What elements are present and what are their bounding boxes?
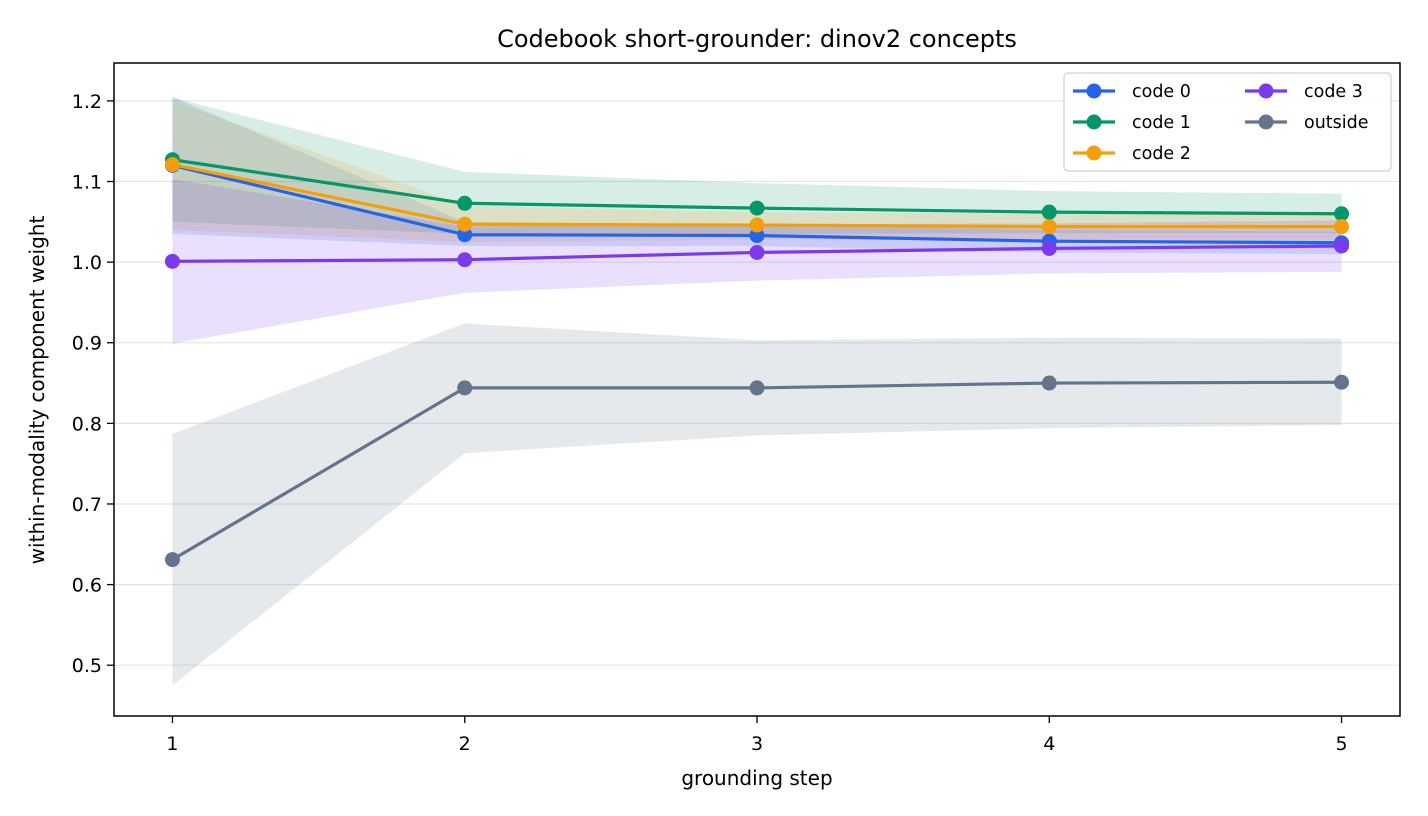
point-code-2 — [749, 217, 765, 233]
y-axis-ticks: 0.5 0.6 0.7 0.8 0.9 1.0 1.1 1.2 — [72, 91, 114, 677]
legend-swatch-marker — [1258, 83, 1274, 99]
y-tick-label: 0.5 — [72, 655, 102, 677]
legend-item-outside: outside — [1245, 113, 1369, 133]
point-outside — [457, 380, 473, 396]
legend-label: code 0 — [1132, 82, 1191, 102]
point-outside — [164, 552, 180, 568]
series-markers — [164, 152, 1350, 568]
point-code-0 — [749, 228, 765, 244]
y-axis-title: within-modality component weight — [25, 216, 49, 565]
point-code-2 — [1041, 219, 1057, 235]
legend-item-code-1: code 1 — [1073, 113, 1191, 133]
legend-label: code 2 — [1132, 144, 1191, 164]
band-outside — [172, 323, 1342, 686]
x-axis-ticks: 1 2 3 4 5 — [166, 716, 1348, 755]
legend-label: outside — [1304, 113, 1369, 133]
y-tick-label: 0.9 — [72, 333, 102, 355]
point-code-2 — [164, 157, 180, 173]
point-code-3 — [457, 252, 473, 268]
point-outside — [1334, 374, 1350, 390]
y-tick-label: 1.2 — [72, 91, 102, 113]
legend-item-code-2: code 2 — [1073, 144, 1191, 164]
band-code-3 — [172, 179, 1342, 344]
point-code-3 — [1334, 238, 1350, 254]
y-tick-label: 0.8 — [72, 413, 102, 435]
point-code-3 — [749, 244, 765, 260]
legend-frame — [1063, 72, 1392, 172]
point-code-1 — [1041, 204, 1057, 220]
y-tick-label: 1.0 — [72, 252, 102, 274]
x-tick-label: 5 — [1335, 733, 1347, 755]
point-code-1 — [749, 200, 765, 216]
x-tick-label: 1 — [166, 733, 178, 755]
legend-label: code 3 — [1304, 82, 1363, 102]
x-tick-label: 2 — [459, 733, 471, 755]
x-tick-label: 3 — [751, 733, 763, 755]
point-outside — [749, 380, 765, 396]
y-tick-label: 0.7 — [72, 494, 102, 516]
point-code-0 — [457, 227, 473, 243]
point-code-2 — [457, 216, 473, 232]
y-tick-label: 1.1 — [72, 172, 102, 194]
legend: code 0 code 1 code 2 code 3 outside — [1063, 72, 1392, 172]
point-code-3 — [1041, 240, 1057, 256]
gridlines — [114, 100, 1400, 666]
legend-swatch-marker — [1086, 114, 1102, 130]
point-code-1 — [1334, 206, 1350, 222]
band-code-0 — [172, 96, 1342, 255]
legend-label: code 1 — [1132, 113, 1191, 133]
legend-swatch-marker — [1086, 145, 1102, 161]
legend-swatch-marker — [1086, 83, 1102, 99]
point-code-2 — [1334, 219, 1350, 235]
point-code-1 — [457, 195, 473, 211]
y-tick-label: 0.6 — [72, 575, 102, 597]
legend-item-code-3: code 3 — [1245, 82, 1363, 102]
chart-title: Codebook short-grounder: dinov2 concepts — [497, 25, 1017, 53]
legend-item-code-0: code 0 — [1073, 82, 1191, 102]
legend-swatch-marker — [1258, 114, 1274, 130]
point-outside — [1041, 375, 1057, 391]
point-code-3 — [164, 253, 180, 269]
x-axis-title: grounding step — [681, 766, 832, 790]
x-tick-label: 4 — [1043, 733, 1055, 755]
